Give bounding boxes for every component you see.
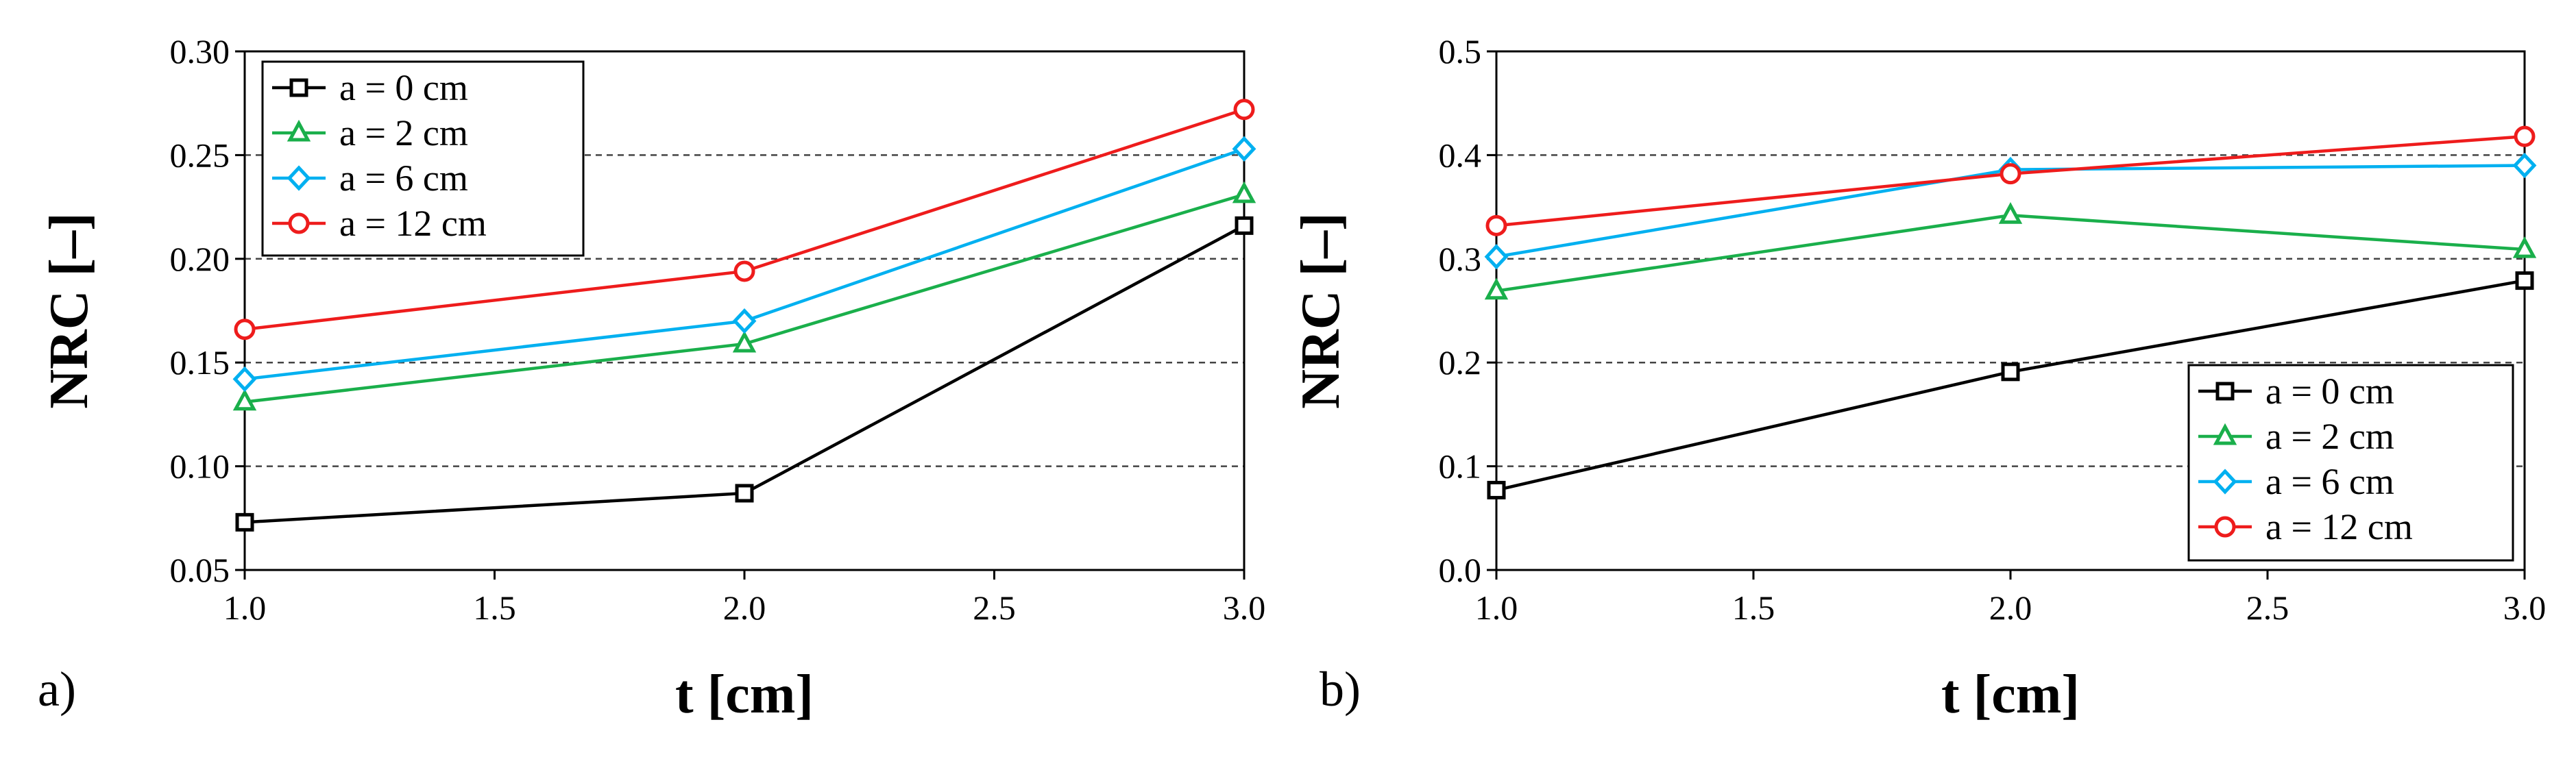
series-line (1496, 213, 2525, 293)
x-tick-label: 1.5 (1732, 588, 1775, 627)
data-point (234, 319, 256, 340)
series-a-2-cm (1484, 201, 2537, 300)
legend-item: a = 12 cm (2198, 506, 2413, 547)
data-point (2000, 163, 2021, 185)
data-point (1484, 244, 1509, 270)
legend-marker (2213, 469, 2237, 495)
data-point (735, 484, 754, 503)
series-a-2-cm (232, 181, 1256, 411)
y-tick-label: 0.30 (170, 32, 230, 71)
y-tick-label: 0.2 (1439, 343, 1482, 382)
data-point (732, 330, 757, 353)
y-tick-label: 0.1 (1439, 447, 1482, 486)
y-tick-label: 0.4 (1439, 136, 1482, 174)
data-point (2514, 125, 2536, 147)
series-a-0-cm (1487, 271, 2534, 499)
legend-label: a = 2 cm (339, 112, 468, 153)
x-tick-label: 3.0 (2503, 588, 2547, 627)
legend-marker (287, 165, 311, 191)
y-tick-label: 0.05 (170, 551, 230, 589)
data-point (1232, 181, 1256, 203)
x-axis-title: t [cm] (1941, 665, 2080, 725)
x-tick-label: 2.5 (2246, 588, 2289, 627)
panel-label: a) (38, 662, 76, 717)
series-a-12-cm (1485, 125, 2536, 236)
data-point (733, 260, 755, 282)
y-tick-label: 0.3 (1439, 240, 1482, 278)
x-tick-label: 1.0 (1475, 588, 1518, 627)
chart-panel-b: 0.0 0.1 0.2 0.3 0.4 0.5 1.0 1.5 2.0 2.5 3.0 t [cm] N… (1291, 32, 2546, 725)
x-tick-label: 2.0 (723, 588, 766, 627)
legend-label: a = 6 cm (2265, 461, 2394, 502)
y-tick-label: 0.5 (1439, 32, 1482, 71)
data-point (732, 308, 757, 334)
legend-marker (2213, 423, 2237, 445)
data-point (2001, 362, 2020, 382)
data-point (1232, 136, 1256, 162)
data-point (235, 512, 254, 532)
data-point (232, 366, 257, 393)
data-point (2512, 236, 2537, 258)
legend-marker (287, 119, 311, 142)
data-point (2512, 152, 2537, 179)
legend-item: a = 0 cm (272, 67, 468, 108)
x-tick-label: 2.5 (973, 588, 1016, 627)
data-point (1998, 201, 2023, 224)
panel-label: b) (1320, 662, 1361, 717)
data-point (1235, 216, 1254, 235)
y-axis-title: NRC [–] (39, 212, 99, 409)
x-tick-label: 3.0 (1223, 588, 1266, 627)
data-point (1484, 277, 1509, 300)
series-a-0-cm (235, 216, 1254, 532)
chart-panel-a: 0.05 0.10 0.15 0.20 0.25 0.30 1.0 1.5 2.0 2.5 3.0 t… (38, 32, 1265, 725)
legend-label: a = 0 cm (2265, 371, 2394, 412)
legend-item: a = 2 cm (2198, 416, 2394, 457)
y-tick-label: 0.20 (170, 240, 230, 278)
x-tick-label: 2.0 (1989, 588, 2032, 627)
legend-marker (2215, 382, 2235, 401)
y-tick-label: 0.0 (1439, 551, 1482, 589)
legend-item: a = 0 cm (2198, 371, 2394, 412)
data-point (1487, 480, 1506, 499)
legend-item: a = 6 cm (2198, 461, 2394, 502)
y-axis-title: NRC [–] (1291, 212, 1351, 409)
x-axis-title: t [cm] (675, 665, 814, 725)
x-tick-label: 1.0 (223, 588, 267, 627)
legend-marker (288, 212, 310, 234)
data-point (232, 388, 257, 411)
legend-label: a = 0 cm (339, 67, 468, 108)
legend-marker (289, 78, 308, 97)
legend-item: a = 6 cm (272, 158, 468, 199)
y-tick-label: 0.25 (170, 136, 230, 174)
x-tick-label: 1.5 (473, 588, 516, 627)
series-a-6-cm (232, 136, 1256, 393)
data-point (1233, 99, 1255, 121)
legend: a = 0 cma = 2 cm a = 6 cma = 12 cm (261, 60, 585, 257)
series-a-12-cm (234, 99, 1255, 340)
legend-item: a = 12 cm (272, 203, 487, 244)
data-point (2515, 271, 2534, 290)
legend-item: a = 2 cm (272, 112, 468, 153)
y-tick-label: 0.15 (170, 343, 230, 382)
legend-label: a = 12 cm (2265, 506, 2413, 547)
legend-label: a = 12 cm (339, 203, 487, 244)
legend: a = 0 cma = 2 cma = 6 cma = 12 cm (2187, 364, 2514, 562)
legend-marker (2214, 516, 2236, 538)
data-point (1485, 214, 1507, 236)
legend-label: a = 2 cm (2265, 416, 2394, 457)
y-tick-label: 0.10 (170, 447, 230, 486)
legend-label: a = 6 cm (339, 158, 468, 199)
